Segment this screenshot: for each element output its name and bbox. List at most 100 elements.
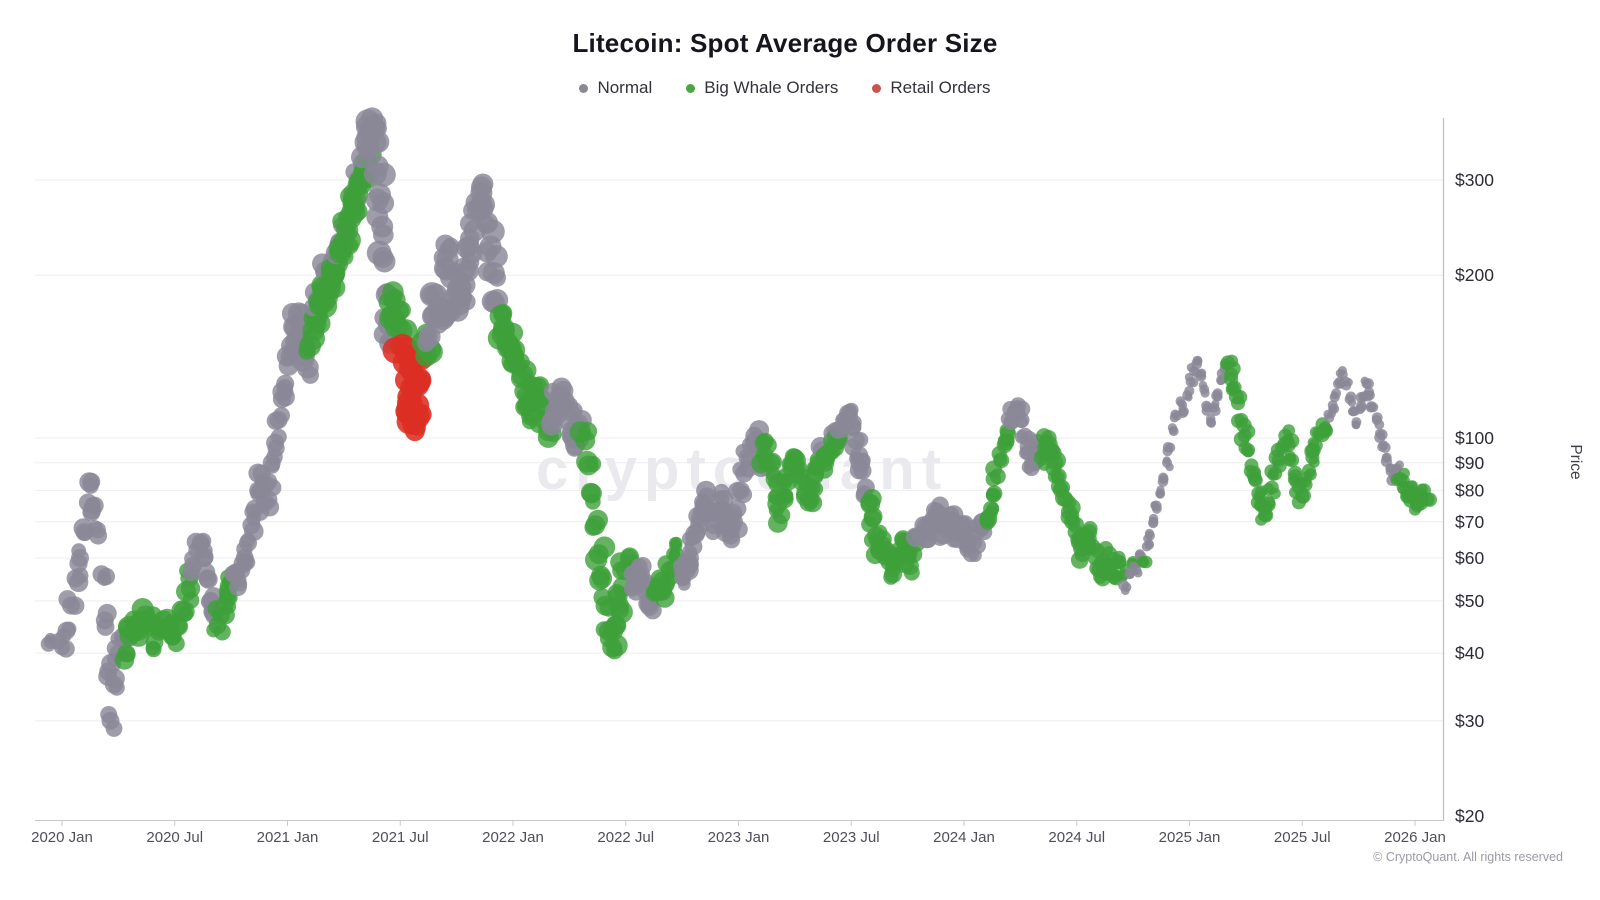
scatter-point-normal[interactable] <box>244 503 261 520</box>
scatter-point-whale[interactable] <box>320 261 345 286</box>
scatter-point-normal[interactable] <box>100 706 118 723</box>
scatter-point-normal[interactable] <box>722 503 743 524</box>
scatter-point-whale[interactable] <box>1225 360 1241 377</box>
scatter-point-whale[interactable] <box>807 481 824 497</box>
scatter-point-normal[interactable] <box>1177 407 1189 418</box>
scatter-point-whale[interactable] <box>754 434 773 452</box>
scatter-point-whale[interactable] <box>298 342 316 360</box>
scatter-point-whale[interactable] <box>342 192 364 214</box>
scatter-point-whale[interactable] <box>608 586 628 606</box>
scatter-point-normal[interactable] <box>182 563 200 582</box>
scatter-point-normal[interactable] <box>257 475 275 493</box>
scatter-point-normal[interactable] <box>66 596 85 615</box>
scatter-point-normal[interactable] <box>1379 442 1391 453</box>
scatter-point-normal[interactable] <box>236 541 253 558</box>
scatter-point-whale[interactable] <box>584 518 602 536</box>
scatter-point-whale[interactable] <box>213 623 231 641</box>
scatter-point-whale[interactable] <box>1267 469 1279 481</box>
scatter-point-normal[interactable] <box>1329 403 1340 414</box>
scatter-point-normal[interactable] <box>1329 392 1340 403</box>
scatter-point-normal[interactable] <box>1148 518 1159 529</box>
scatter-point-whale[interactable] <box>659 578 674 594</box>
scatter-point-whale[interactable] <box>1255 513 1268 526</box>
scatter-point-normal[interactable] <box>359 139 380 160</box>
scatter-point-whale[interactable] <box>1320 423 1333 436</box>
scatter-point-normal[interactable] <box>1351 420 1361 430</box>
scatter-point-normal[interactable] <box>1335 369 1345 378</box>
scatter-point-normal[interactable] <box>97 603 117 623</box>
scatter-point-normal[interactable] <box>1155 490 1165 499</box>
scatter-point-whale[interactable] <box>336 228 361 253</box>
scatter-point-normal[interactable] <box>264 458 280 474</box>
scatter-point-normal[interactable] <box>363 162 387 186</box>
scatter-point-whale[interactable] <box>602 620 624 641</box>
scatter-point-whale[interactable] <box>862 489 882 508</box>
scatter-point-normal[interactable] <box>477 261 498 282</box>
scatter-point-normal[interactable] <box>195 547 214 567</box>
scatter-point-whale[interactable] <box>1305 442 1321 458</box>
scatter-point-normal[interactable] <box>89 521 106 539</box>
scatter-point-normal[interactable] <box>460 228 480 249</box>
scatter-point-normal[interactable] <box>73 518 93 538</box>
scatter-point-normal[interactable] <box>849 460 869 480</box>
scatter-point-retail[interactable] <box>410 403 432 425</box>
scatter-point-whale[interactable] <box>1270 442 1286 458</box>
scatter-point-normal[interactable] <box>485 245 508 268</box>
scatter-point-whale[interactable] <box>1260 497 1276 513</box>
scatter-point-normal[interactable] <box>68 572 89 593</box>
scatter-point-whale[interactable] <box>903 564 920 581</box>
scatter-point-whale[interactable] <box>985 471 1001 487</box>
scatter-point-normal[interactable] <box>79 472 100 492</box>
scatter-point-normal[interactable] <box>366 205 389 228</box>
scatter-point-normal[interactable] <box>1366 401 1377 412</box>
scatter-point-retail[interactable] <box>406 368 431 394</box>
legend-item-big-whale-orders[interactable]: Big Whale Orders <box>686 78 838 98</box>
scatter-point-whale[interactable] <box>585 455 602 473</box>
scatter-point-normal[interactable] <box>1198 381 1208 390</box>
scatter-point-normal[interactable] <box>61 621 77 637</box>
legend-item-retail-orders[interactable]: Retail Orders <box>872 78 991 98</box>
scatter-point-normal[interactable] <box>1371 412 1383 423</box>
scatter-point-whale[interactable] <box>384 314 408 338</box>
scatter-point-normal[interactable] <box>631 573 652 593</box>
scatter-point-normal[interactable] <box>1184 393 1193 402</box>
scatter-point-normal[interactable] <box>96 618 115 636</box>
scatter-point-whale[interactable] <box>863 507 883 526</box>
scatter-point-normal[interactable] <box>1162 446 1173 457</box>
scatter-point-whale[interactable] <box>591 565 611 585</box>
scatter-point-normal[interactable] <box>735 486 753 504</box>
scatter-point-normal[interactable] <box>1362 390 1374 402</box>
scatter-point-normal[interactable] <box>1008 403 1026 421</box>
scatter-point-normal[interactable] <box>1213 391 1223 402</box>
scatter-point-whale[interactable] <box>816 461 834 479</box>
scatter-point-normal[interactable] <box>1120 586 1130 595</box>
scatter-point-normal[interactable] <box>1210 405 1221 417</box>
scatter-point-normal[interactable] <box>267 439 285 457</box>
scatter-point-whale[interactable] <box>1098 541 1114 556</box>
scatter-point-normal[interactable] <box>679 554 699 574</box>
scatter-point-normal[interactable] <box>1395 460 1405 470</box>
scatter-point-whale[interactable] <box>585 494 601 510</box>
scatter-point-whale[interactable] <box>763 452 782 472</box>
scatter-point-whale[interactable] <box>779 488 794 503</box>
scatter-point-whale[interactable] <box>145 641 162 658</box>
scatter-point-whale[interactable] <box>593 588 612 607</box>
scatter-point-normal[interactable] <box>366 240 392 266</box>
scatter-point-whale[interactable] <box>1112 550 1126 565</box>
scatter-point-whale[interactable] <box>1242 446 1255 458</box>
scatter-point-whale[interactable] <box>654 588 675 608</box>
scatter-point-whale[interactable] <box>114 650 135 670</box>
scatter-point-whale[interactable] <box>1139 555 1153 569</box>
scatter-point-normal[interactable] <box>1211 399 1220 408</box>
scatter-point-normal[interactable] <box>97 571 112 587</box>
scatter-point-normal[interactable] <box>471 176 493 198</box>
scatter-point-normal[interactable] <box>82 503 101 522</box>
scatter-point-normal[interactable] <box>1201 400 1212 411</box>
scatter-point-normal[interactable] <box>1340 376 1351 387</box>
scatter-point-normal[interactable] <box>846 414 862 430</box>
scatter-point-normal[interactable] <box>276 379 294 396</box>
scatter-point-whale[interactable] <box>1282 453 1297 467</box>
scatter-point-normal[interactable] <box>260 498 280 517</box>
scatter-point-normal[interactable] <box>1188 377 1199 388</box>
scatter-point-normal[interactable] <box>630 558 648 575</box>
